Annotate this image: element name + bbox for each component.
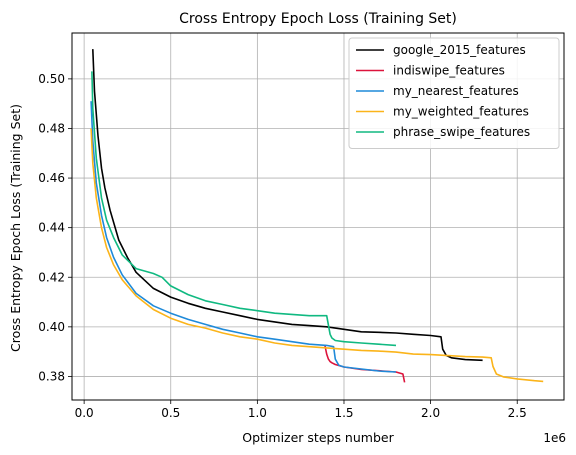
x-tick-label: 2.5 xyxy=(508,406,527,420)
plot-frame xyxy=(71,32,565,401)
series-line-phrase_swipe_features xyxy=(91,71,397,347)
y-axis: 0.38 0.40 0.42 0.44 0.46 0.48 0.50 xyxy=(38,72,72,383)
legend-box xyxy=(348,37,560,149)
legend-label: phrase_swipe_features xyxy=(393,125,530,139)
chart-title: Cross Entropy Epoch Loss (Training Set) xyxy=(179,11,457,27)
x-tick-label: 1.0 xyxy=(248,406,267,420)
legend-label: indiswipe_features xyxy=(393,64,505,78)
legend-label: my_weighted_features xyxy=(393,105,529,119)
legend-label: my_nearest_features xyxy=(393,84,519,98)
x-tick-label: 1.5 xyxy=(334,406,353,420)
x-tick-label: 2.0 xyxy=(421,406,440,420)
y-tick-label: 0.48 xyxy=(38,121,65,135)
y-tick-label: 0.42 xyxy=(38,270,65,284)
y-tick-label: 0.50 xyxy=(38,72,65,86)
grid xyxy=(72,33,564,400)
x-axis: 0.0 0.5 1.0 1.5 2.0 2.5 xyxy=(75,400,527,420)
series-line-my_weighted_features xyxy=(90,128,544,383)
y-tick-label: 0.44 xyxy=(38,221,65,235)
y-tick-label: 0.38 xyxy=(38,369,65,383)
series-line-google_2015_features xyxy=(92,49,483,362)
series-line-my_nearest_features xyxy=(90,101,397,373)
y-axis-label: Cross Entropy Epoch Loss (Training Set) xyxy=(8,104,23,352)
y-tick-label: 0.46 xyxy=(38,171,65,185)
x-tick-label: 0.5 xyxy=(161,406,180,420)
y-tick-label: 0.40 xyxy=(38,320,65,334)
x-tick-label: 0.0 xyxy=(75,406,94,420)
x-axis-label: Optimizer steps number xyxy=(242,430,394,445)
x-axis-offset-label: 1e6 xyxy=(543,431,566,445)
legend: google_2015_features indiswipe_featuresmy… xyxy=(348,37,560,149)
legend-label: google_2015_features xyxy=(393,43,526,57)
series-lines xyxy=(90,49,544,383)
